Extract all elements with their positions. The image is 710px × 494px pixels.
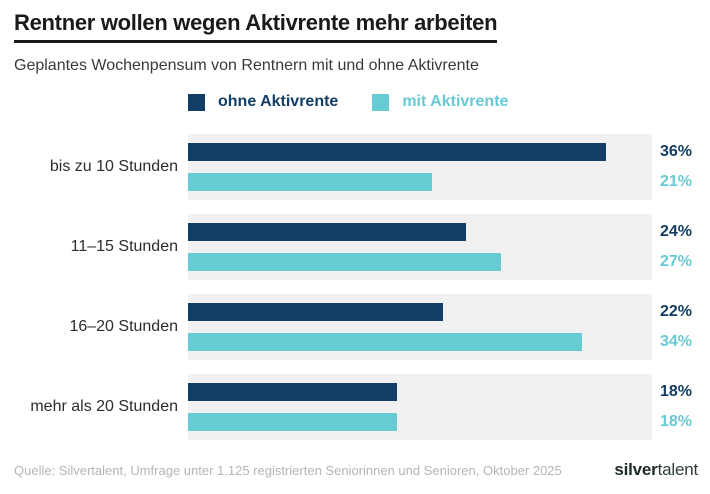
source-note: Quelle: Silvertalent, Umfrage unter 1.12…	[14, 463, 562, 478]
bar-ohne-aktivrente	[188, 303, 444, 321]
bar-mit-aktivrente	[188, 413, 397, 431]
value-label-mit-aktivrente: 34%	[660, 333, 693, 350]
category-label: 16–20 Stunden	[69, 318, 178, 335]
bar-ohne-aktivrente	[188, 143, 606, 161]
bar-ohne-aktivrente	[188, 223, 467, 241]
category-label: mehr als 20 Stunden	[30, 398, 178, 415]
bar-track	[188, 374, 652, 440]
legend-swatch-teal-icon	[372, 93, 390, 111]
value-label-mit-aktivrente: 18%	[660, 413, 693, 430]
page-title: Rentner wollen wegen Aktivrente mehr arb…	[14, 10, 498, 43]
legend-label-mit: mit Aktivrente	[402, 93, 509, 110]
bar-group: 11–15 Stunden 24% 27%	[0, 214, 710, 280]
bar-track	[188, 214, 652, 280]
bar-group: bis zu 10 Stunden 36% 21%	[0, 134, 710, 200]
value-label-mit-aktivrente: 27%	[660, 253, 693, 270]
category-label: bis zu 10 Stunden	[49, 158, 178, 175]
value-labels: 24% 27%	[652, 214, 710, 280]
bar-chart: bis zu 10 Stunden 36% 21% 11–15 Stunden 24% 2…	[0, 134, 710, 440]
value-label-mit-aktivrente: 21%	[660, 173, 693, 190]
silvertalent-logo: silvertalent	[614, 460, 698, 480]
bar-mit-aktivrente	[188, 333, 583, 351]
bar-track	[188, 294, 652, 360]
logo-part-talent: talent	[657, 460, 699, 479]
bar-group: 16–20 Stunden 22% 34%	[0, 294, 710, 360]
value-label-ohne-aktivrente: 22%	[660, 303, 693, 320]
category-label: 11–15 Stunden	[70, 238, 178, 255]
legend-swatch-navy-icon	[188, 93, 205, 111]
value-labels: 18% 18%	[652, 374, 710, 440]
footer: Quelle: Silvertalent, Umfrage unter 1.12…	[14, 460, 698, 480]
value-labels: 36% 21%	[652, 134, 710, 200]
legend-item-mit-aktivrente: mit Aktivrente	[372, 93, 508, 111]
header: Rentner wollen wegen Aktivrente mehr arb…	[0, 0, 710, 75]
value-label-ohne-aktivrente: 24%	[660, 223, 693, 240]
legend-item-ohne-aktivrente: ohne Aktivrente	[188, 93, 338, 111]
bar-group: mehr als 20 Stunden 18% 18%	[0, 374, 710, 440]
page-subtitle: Geplantes Wochenpensum von Rentnern mit …	[14, 57, 479, 74]
bar-mit-aktivrente	[188, 253, 502, 271]
value-label-ohne-aktivrente: 18%	[660, 383, 693, 400]
bar-mit-aktivrente	[188, 173, 432, 191]
logo-part-silver: silver	[614, 460, 658, 479]
value-label-ohne-aktivrente: 36%	[660, 143, 693, 160]
legend: ohne Aktivrente mit Aktivrente	[188, 93, 710, 111]
legend-label-ohne: ohne Aktivrente	[218, 93, 339, 110]
bar-ohne-aktivrente	[188, 383, 397, 401]
value-labels: 22% 34%	[652, 294, 710, 360]
bar-track	[188, 134, 652, 200]
